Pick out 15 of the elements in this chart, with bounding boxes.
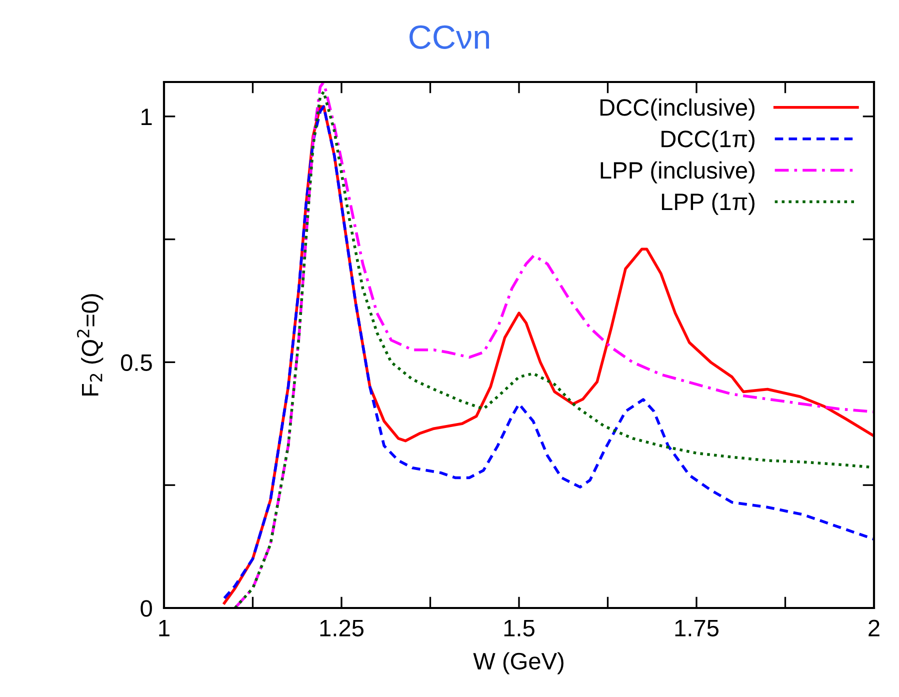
legend-label: LPP (inclusive) (600, 161, 754, 184)
legend-label: LPP (1π) (662, 192, 754, 215)
y-axis-title: F$_{2}$ (Q$^{2}$=0) (76, 294, 104, 396)
x-axis-title: W (GeV) (473, 652, 564, 674)
y-tick-label: 1 (142, 108, 152, 125)
chart-title: CCνn (410, 25, 490, 49)
x-tick-label: 1 (159, 620, 170, 636)
x-tick-label: 1.5 (504, 620, 534, 636)
x-tick-label: 2 (868, 620, 880, 636)
y-tick-label: 0 (140, 600, 152, 617)
x-tick-label: 1.25 (320, 620, 364, 636)
legend-label: DCC(inclusive) (600, 98, 754, 121)
x-tick-label: 1.75 (675, 620, 718, 636)
y-tick-label: 0.5 (120, 354, 152, 371)
legend-label: DCC(1π) (662, 130, 754, 152)
